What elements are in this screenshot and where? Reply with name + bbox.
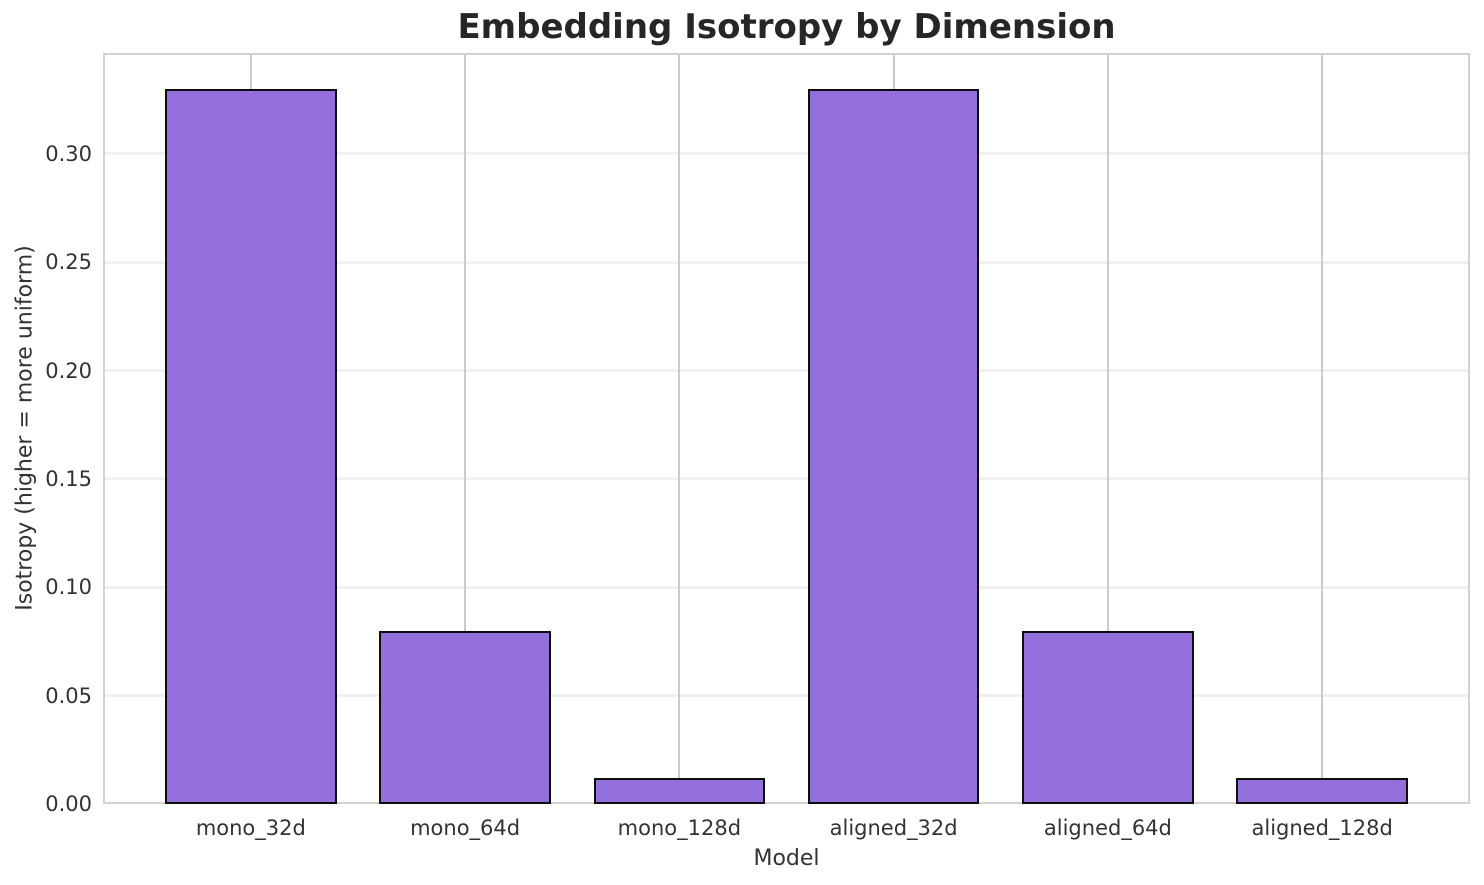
y-tick-label: 0.15 xyxy=(45,466,92,491)
bar-aligned_128d xyxy=(1236,778,1408,804)
bar-aligned_64d xyxy=(1022,630,1194,804)
bar-mono_32d xyxy=(165,88,337,804)
x-gridline xyxy=(464,53,467,804)
y-axis-label: Isotropy (higher = more uniform) xyxy=(12,245,38,611)
x-axis-label: Model xyxy=(753,846,820,871)
y-tick-label: 0.20 xyxy=(45,358,92,383)
y-gridline xyxy=(103,369,1470,373)
y-gridline xyxy=(103,260,1470,264)
x-gridline xyxy=(678,53,681,804)
y-gridline xyxy=(103,694,1470,698)
x-tick-label: mono_32d xyxy=(195,816,306,840)
y-tick-label: 0.05 xyxy=(45,683,92,708)
y-tick-label: 0.10 xyxy=(45,575,92,600)
x-tick-label: mono_128d xyxy=(617,816,742,840)
x-tick-label: aligned_64d xyxy=(1043,816,1172,840)
bar-mono_64d xyxy=(379,630,551,804)
bar-aligned_32d xyxy=(807,88,980,804)
y-gridline xyxy=(103,152,1470,156)
y-tick-label: 0.25 xyxy=(45,250,92,275)
plot-area xyxy=(103,53,1470,804)
x-gridline xyxy=(1106,53,1109,804)
x-tick-label: aligned_32d xyxy=(829,816,958,840)
y-tick-label: 0.30 xyxy=(45,141,92,166)
chart-title: Embedding Isotropy by Dimension xyxy=(457,7,1116,47)
y-gridline xyxy=(103,585,1470,589)
x-tick-label: aligned_128d xyxy=(1251,816,1393,840)
x-gridline xyxy=(1321,53,1324,804)
y-tick-label: 0.00 xyxy=(45,792,92,816)
y-gridline xyxy=(103,477,1470,481)
bar-mono_128d xyxy=(593,778,766,804)
x-tick-label: mono_64d xyxy=(410,816,521,840)
